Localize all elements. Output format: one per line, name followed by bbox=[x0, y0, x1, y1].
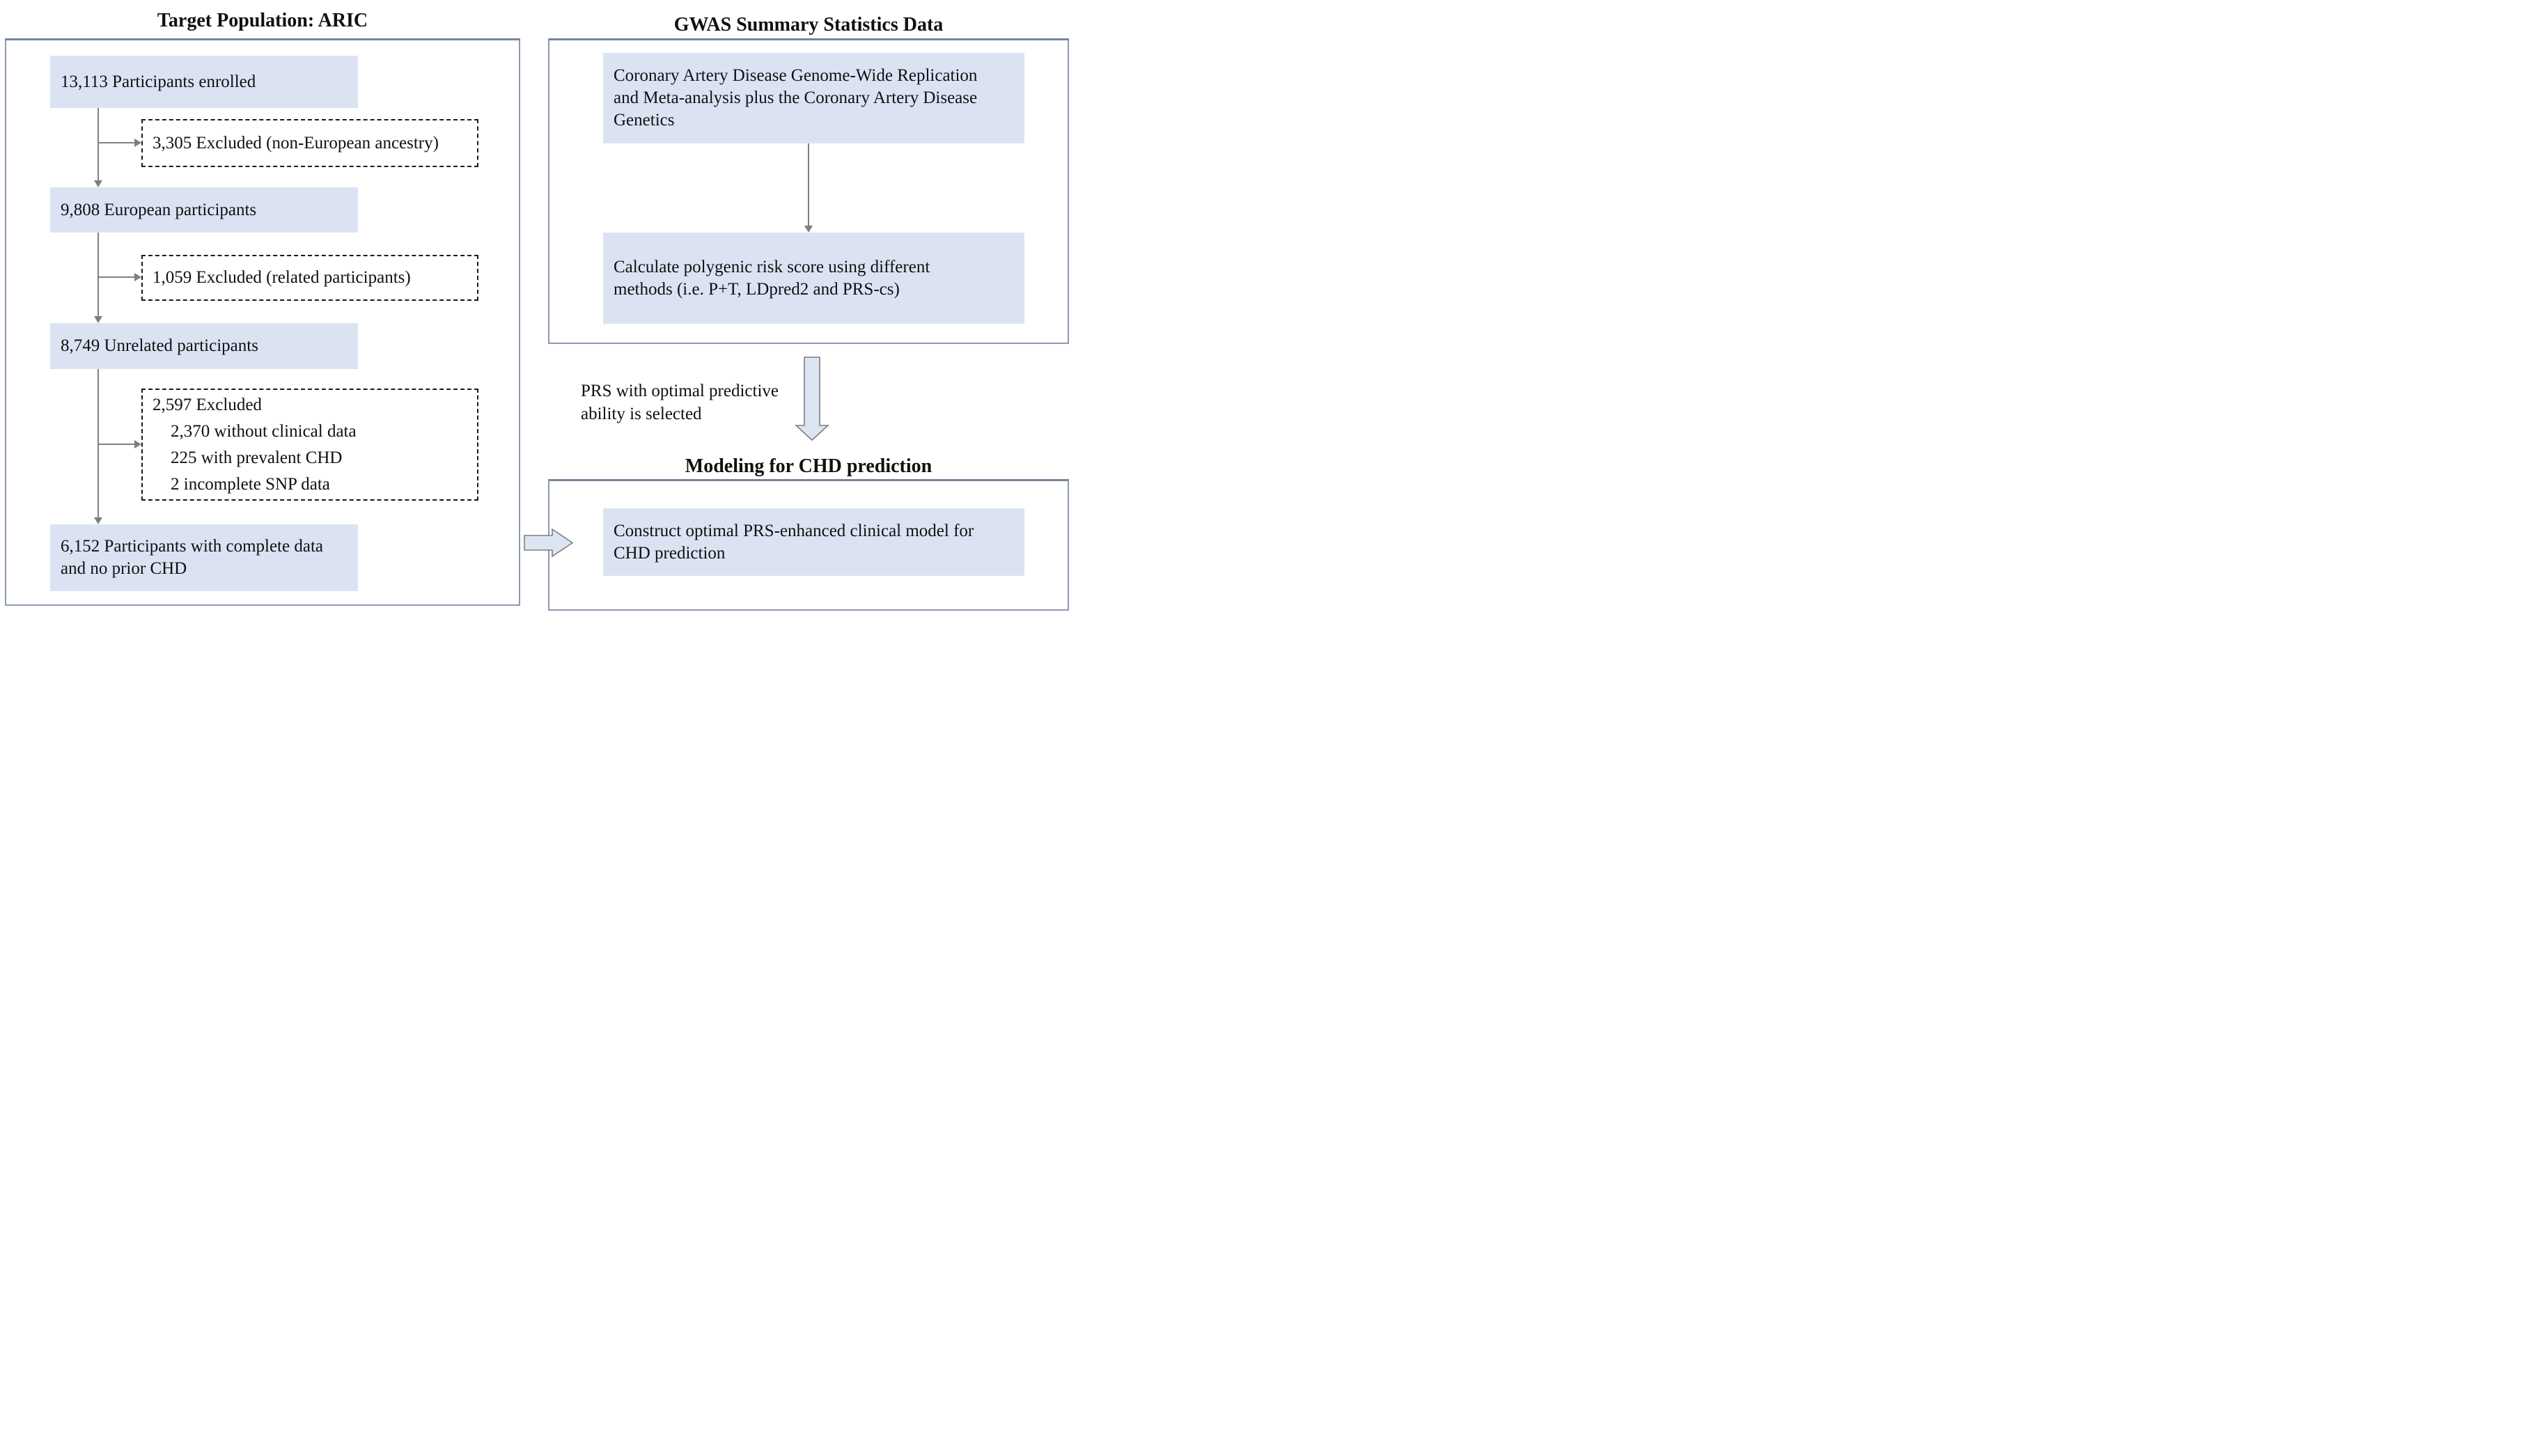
calculate-prs-line-1: Calculate polygenic risk score using dif… bbox=[614, 257, 930, 276]
left-panel-title: Target Population: ARIC bbox=[157, 10, 368, 31]
box-complete-data-line-2: and no prior CHD bbox=[61, 559, 187, 578]
block-arrow-right-icon bbox=[524, 528, 574, 558]
right-top-panel-frame bbox=[548, 38, 1069, 344]
arrowhead-right-icon bbox=[134, 139, 141, 147]
arrowhead-down-icon bbox=[94, 180, 102, 187]
connector-line bbox=[97, 233, 99, 316]
left-panel-frame bbox=[5, 38, 520, 606]
calculate-prs-line-2: methods (i.e. P+T, LDpred2 and PRS-cs) bbox=[614, 279, 900, 299]
cardiogram-line-2: and Meta-analysis plus the Coronary Arte… bbox=[614, 88, 978, 107]
cardiogram-line-3: Genetics bbox=[614, 111, 675, 130]
excluded-clinical-line-2: 2,370 without clinical data bbox=[171, 421, 357, 441]
arrowhead-down-icon bbox=[94, 517, 102, 524]
box-calculate-prs: Calculate polygenic risk score using dif… bbox=[603, 233, 1024, 324]
box-european-participants-text: 9,808 European participants bbox=[61, 200, 257, 219]
connector-line bbox=[98, 142, 136, 143]
selection-note-line-1: PRS with optimal predictive bbox=[581, 382, 779, 400]
box-complete-data: 6,152 Participants with complete data an… bbox=[50, 524, 358, 591]
connector-line bbox=[97, 369, 99, 517]
arrowhead-right-icon bbox=[134, 273, 141, 281]
arrowhead-down-icon bbox=[94, 316, 102, 323]
connector-line bbox=[97, 108, 99, 182]
box-excluded-clinical: 2,597 Excluded 2,370 without clinical da… bbox=[141, 389, 478, 501]
box-excluded-related: 1,059 Excluded (related participants) bbox=[141, 255, 478, 301]
box-cardiogram-source: Coronary Artery Disease Genome-Wide Repl… bbox=[603, 53, 1024, 143]
cardiogram-line-1: Coronary Artery Disease Genome-Wide Repl… bbox=[614, 66, 978, 85]
excluded-clinical-line-4: 2 incomplete SNP data bbox=[171, 474, 330, 494]
construct-model-line-2: CHD prediction bbox=[614, 543, 726, 563]
box-construct-model: Construct optimal PRS-enhanced clinical … bbox=[603, 508, 1024, 576]
box-excluded-non-european-text: 3,305 Excluded (non-European ancestry) bbox=[153, 133, 439, 152]
excluded-clinical-line-3: 225 with prevalent CHD bbox=[171, 448, 343, 467]
connector-line bbox=[98, 444, 136, 445]
connector-line bbox=[808, 143, 809, 226]
box-participants-enrolled: 13,113 Participants enrolled bbox=[50, 56, 358, 108]
arrowhead-down-icon bbox=[804, 226, 813, 233]
box-participants-enrolled-text: 13,113 Participants enrolled bbox=[61, 72, 256, 91]
construct-model-line-1: Construct optimal PRS-enhanced clinical … bbox=[614, 521, 974, 540]
right-bottom-panel-title: Modeling for CHD prediction bbox=[685, 455, 932, 477]
box-excluded-related-text: 1,059 Excluded (related participants) bbox=[153, 268, 411, 287]
right-top-panel-title: GWAS Summary Statistics Data bbox=[673, 14, 944, 36]
excluded-clinical-line-1: 2,597 Excluded bbox=[153, 395, 262, 414]
box-unrelated-participants: 8,749 Unrelated participants bbox=[50, 323, 358, 369]
connector-line bbox=[98, 276, 136, 278]
study-design-flowchart: Target Population: ARIC 13,113 Participa… bbox=[0, 0, 1072, 614]
block-arrow-down-icon bbox=[794, 357, 830, 441]
box-unrelated-participants-text: 8,749 Unrelated participants bbox=[61, 336, 258, 355]
box-complete-data-line-1: 6,152 Participants with complete data bbox=[61, 537, 323, 556]
selection-note: PRS with optimal predictive ability is s… bbox=[581, 379, 804, 425]
box-excluded-non-european: 3,305 Excluded (non-European ancestry) bbox=[141, 119, 478, 167]
selection-note-line-2: ability is selected bbox=[581, 405, 702, 423]
box-european-participants: 9,808 European participants bbox=[50, 187, 358, 233]
arrowhead-right-icon bbox=[134, 440, 141, 448]
